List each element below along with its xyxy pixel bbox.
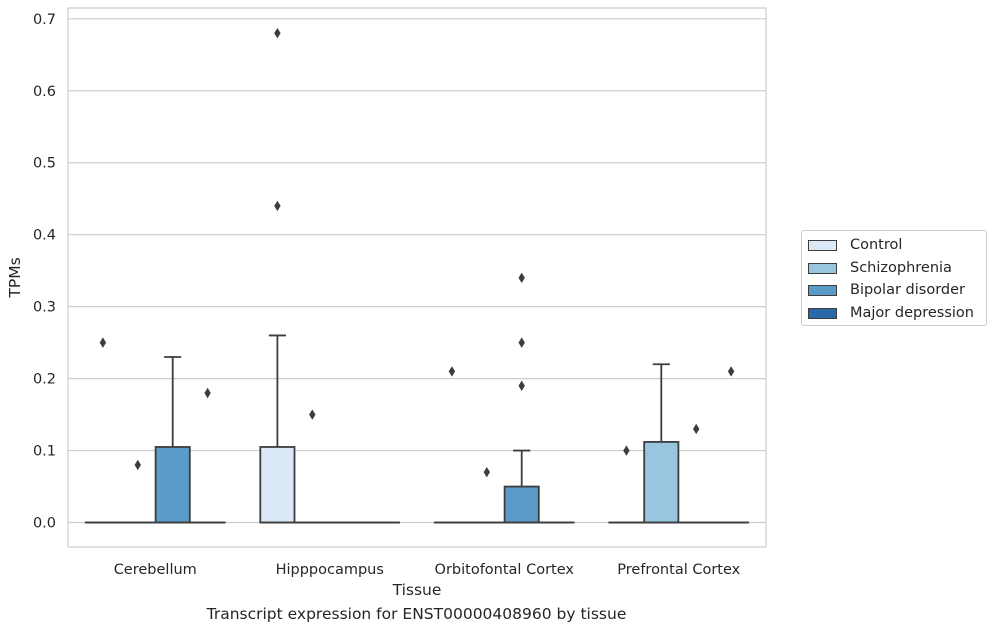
outlier-point (204, 387, 211, 399)
box-schizophrenia (643, 363, 680, 524)
legend-item-bipolar-disorder: Bipolar disorder (808, 280, 965, 300)
y-tick-label: 0.0 (33, 516, 56, 532)
x-tick-label: Prefrontal Cortex (617, 562, 740, 578)
outlier-point (518, 380, 525, 392)
box-bipolar-disorder (503, 272, 540, 524)
legend-item-major-depression: Major depression (808, 303, 974, 323)
outlier-point (727, 366, 735, 377)
legend: Control Schizophrenia Bipolar disorder M… (801, 230, 987, 326)
outlier-point (448, 366, 456, 377)
legend-label-control: Control (850, 237, 903, 253)
outlier-point (518, 337, 525, 348)
box-body (503, 485, 540, 524)
y-tick-label: 0.4 (33, 228, 56, 244)
legend-item-schizophrenia: Schizophrenia (808, 258, 952, 278)
x-tick-label: Cerebellum (114, 562, 197, 578)
box-control (84, 337, 121, 524)
box-body (643, 441, 680, 524)
x-tick-labels: Cerebellum Hipppocampus Orbitofontal Corte… (114, 562, 741, 578)
legend-label-major-depression: Major depression (850, 305, 974, 321)
y-tick-label: 0.5 (33, 156, 56, 172)
box-schizophrenia (294, 409, 331, 524)
box-major-depression (189, 387, 226, 524)
figure-caption: Transcript expression for ENST0000040896… (206, 605, 627, 623)
y-tick-labels: 0.0 0.1 0.2 0.3 0.4 0.5 0.6 0.7 (33, 12, 56, 532)
box-control (259, 27, 296, 524)
legend-label-schizophrenia: Schizophrenia (850, 260, 952, 276)
box-body (259, 446, 296, 524)
outlier-point (693, 423, 700, 435)
y-tick-label: 0.6 (33, 84, 56, 100)
x-axis-label: Tissue (392, 581, 442, 599)
outlier-point (274, 200, 281, 212)
y-axis-label: TPMs (6, 257, 24, 298)
outlier-point (518, 272, 525, 284)
y-tick-label: 0.1 (33, 444, 56, 460)
legend-swatch-major-depression (808, 307, 837, 319)
box-schizophrenia (468, 466, 505, 524)
box-major-depression (713, 366, 750, 524)
box-series (84, 27, 750, 524)
box-control (433, 366, 470, 524)
box-bipolar-disorder (678, 423, 715, 524)
y-tick-label: 0.7 (33, 12, 56, 28)
legend-swatch-control (808, 239, 837, 251)
outlier-point (623, 445, 630, 456)
y-tick-label: 0.3 (33, 300, 56, 316)
y-tick-label: 0.2 (33, 372, 56, 388)
plot-frame (67, 7, 767, 548)
x-tick-label: Orbitofontal Cortex (435, 562, 575, 578)
outlier-point (309, 409, 316, 420)
outlier-point (99, 337, 107, 348)
outlier-point (134, 459, 141, 471)
x-tick-label: Hipppocampus (276, 562, 384, 578)
legend-swatch-schizophrenia (808, 262, 837, 274)
box-control (608, 445, 645, 524)
outlier-point (274, 27, 281, 39)
legend-item-control: Control (808, 235, 902, 255)
legend-label-bipolar-disorder: Bipolar disorder (850, 282, 965, 298)
outlier-point (483, 466, 490, 478)
box-bipolar-disorder (154, 356, 191, 524)
legend-swatch-bipolar-disorder (808, 284, 837, 296)
box-body (154, 446, 191, 524)
box-schizophrenia (119, 459, 156, 524)
